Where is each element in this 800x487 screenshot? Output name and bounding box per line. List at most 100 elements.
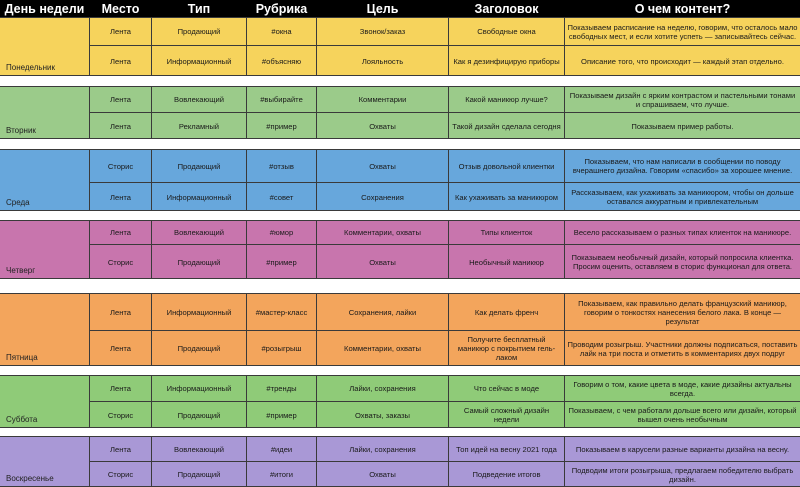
header-day[interactable]: День недели [0,0,90,18]
day-cell[interactable]: Понедельник [0,18,90,75]
cell-rubric[interactable]: #окна [247,18,317,45]
cell-place[interactable]: Лента [90,113,152,139]
cell-rubric[interactable]: #отзыв [247,150,317,182]
cell-rubric[interactable]: #пример [247,402,317,428]
cell-rubric[interactable]: #итоги [247,462,317,487]
cell-content[interactable]: Рассказываем, как ухаживать за маникюром… [571,188,794,206]
cell-goal[interactable]: Комментарии [317,87,449,112]
cell-rubric[interactable]: #тренды [247,376,317,401]
day-cell[interactable]: Воскресенье [0,437,90,486]
cell-rubric[interactable]: #розыгрыш [247,331,317,366]
cell-content[interactable]: Показываем необычный дизайн, который поп… [571,253,794,271]
cell-goal[interactable]: Лояльность [317,46,449,76]
cell-rubric[interactable]: #объясняю [247,46,317,76]
cell-content[interactable]: Показываем дизайн с ярким контрастом и п… [569,90,796,109]
cell-type[interactable]: Продающий [152,150,247,182]
cell-headline[interactable]: Необычный маникюр [449,245,565,279]
cell-goal[interactable]: Лайки, сохранения [317,437,449,461]
cell-place[interactable]: Лента [90,331,152,366]
cell-rubric[interactable]: #юмор [247,221,317,244]
cell-rubric[interactable]: #идеи [247,437,317,461]
cell-type[interactable]: Информационный [152,183,247,211]
cell-type[interactable]: Информационный [152,294,247,330]
cell-place[interactable]: Сторис [90,150,152,182]
cell-type[interactable]: Продающий [152,18,247,45]
cell-place[interactable]: Лента [90,437,152,461]
cell-goal[interactable]: Охваты [317,150,449,182]
cell-headline[interactable]: Отзыв довольной клиентки [449,150,565,182]
cell-content[interactable]: Показываем, как правильно делать француз… [578,298,787,326]
cell-place[interactable]: Сторис [90,245,152,279]
cell-headline[interactable]: Свободные окна [449,18,565,45]
day-cell[interactable]: Четверг [0,221,90,278]
row-divider [0,278,800,279]
cell-content[interactable]: Говорим о том, какие цвета в моде, какие… [573,379,792,398]
cell-goal[interactable]: Сохранения [317,183,449,211]
cell-place[interactable]: Лента [90,46,152,76]
cell-place[interactable]: Сторис [90,402,152,428]
cell-type[interactable]: Продающий [152,331,247,366]
cell-goal[interactable]: Комментарии, охваты [317,221,449,244]
cell-place[interactable]: Лента [90,18,152,45]
cell-content[interactable]: Подводим итоги розыгрыша, предлагаем поб… [571,465,794,484]
cell-place[interactable]: Сторис [90,462,152,487]
cell-type[interactable]: Информационный [152,46,247,76]
cell-headline[interactable]: Как ухаживать за маникюром [449,183,565,211]
cell-place[interactable]: Лента [90,183,152,211]
cell-content[interactable]: Проводим розыгрыш. Участники должны подп… [567,339,798,358]
cell-type[interactable]: Вовлекающий [152,87,247,112]
cell-headline[interactable]: Получите бесплатный маникюр с покрытием … [449,331,565,366]
cell-place[interactable]: Лента [90,376,152,401]
day-cell[interactable]: Среда [0,150,90,210]
cell-rubric[interactable]: #пример [247,245,317,279]
cell-content[interactable]: Показываем пример работы. [631,121,734,131]
cell-headline[interactable]: Что сейчас в моде [449,376,565,401]
cell-type[interactable]: Продающий [152,462,247,487]
day-cell[interactable]: Пятница [0,294,90,365]
cell-content[interactable]: Показываем в карусели разные варианты ди… [575,444,790,454]
cell-type[interactable]: Вовлекающий [152,221,247,244]
header-place[interactable]: Место [90,0,152,18]
cell-content[interactable]: Показываем расписание на неделю, говорим… [567,22,798,41]
cell-goal[interactable]: Охваты [317,245,449,279]
cell-rubric[interactable]: #выбирайте [247,87,317,112]
cell-type[interactable]: Рекламный [152,113,247,139]
table-row: Сторис Продающий #пример Охваты, заказы Самы… [90,401,800,428]
cell-content[interactable]: Показываем, что нам написали в сообщении… [572,157,793,175]
cell-headline[interactable]: Такой дизайн сделала сегодня [449,113,565,139]
cell-content[interactable]: Показываем, с чем работали дольше всего … [568,406,797,424]
header-headline[interactable]: Заголовок [449,0,565,18]
cell-rubric[interactable]: #мастер-класс [247,294,317,330]
cell-goal[interactable]: Звонок/заказ [317,18,449,45]
cell-goal[interactable]: Лайки, сохранения [317,376,449,401]
cell-type[interactable]: Продающий [152,245,247,279]
cell-headline[interactable]: Как делать френч [449,294,565,330]
header-goal[interactable]: Цель [317,0,449,18]
cell-type[interactable]: Вовлекающий [152,437,247,461]
cell-content[interactable]: Весело рассказываем о разных типах клиен… [573,228,792,237]
cell-rubric[interactable]: #пример [247,113,317,139]
cell-headline[interactable]: Самый сложный дизайн недели [449,402,565,428]
cell-headline[interactable]: Типы клиенток [449,221,565,244]
cell-type[interactable]: Продающий [152,402,247,428]
header-rubric[interactable]: Рубрика [247,0,317,18]
cell-headline[interactable]: Подведение итогов [449,462,565,487]
day-cell[interactable]: Суббота [0,376,90,427]
cell-goal[interactable]: Охваты [317,113,449,139]
cell-goal[interactable]: Сохранения, лайки [317,294,449,330]
cell-headline[interactable]: Как я дезинфицирую приборы [449,46,565,76]
cell-place[interactable]: Лента [90,87,152,112]
header-content[interactable]: О чем контент? [634,2,731,16]
cell-goal[interactable]: Комментарии, охваты [317,331,449,366]
cell-type[interactable]: Информационный [152,376,247,401]
cell-place[interactable]: Лента [90,294,152,330]
cell-content[interactable]: Описание того, что происходит — каждый э… [581,56,784,66]
cell-goal[interactable]: Охваты, заказы [317,402,449,428]
cell-headline[interactable]: Какой маникюр лучше? [449,87,565,112]
cell-goal[interactable]: Охваты [317,462,449,487]
cell-headline[interactable]: Топ идей на весну 2021 года [449,437,565,461]
day-cell[interactable]: Вторник [0,87,90,138]
cell-rubric[interactable]: #совет [247,183,317,211]
cell-place[interactable]: Лента [90,221,152,244]
header-type[interactable]: Тип [152,0,247,18]
